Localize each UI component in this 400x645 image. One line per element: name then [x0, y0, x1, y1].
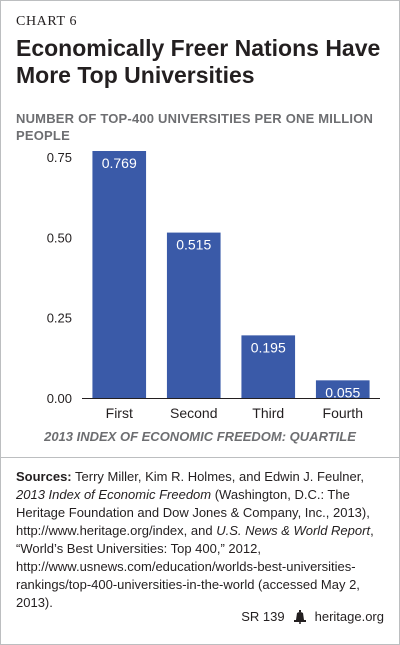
sources-text: (Washington, D.C.: The Heritage Foundati…	[16, 487, 370, 538]
sources-text: , “World’s Best Universities: Top 400,” …	[16, 523, 374, 610]
bar	[92, 151, 147, 398]
site-name: heritage.org	[314, 609, 384, 624]
x-tick-label: Fourth	[323, 405, 363, 421]
bar-value-label: 0.055	[325, 384, 360, 400]
x-tick-label: Second	[170, 405, 217, 421]
sources-title: 2013 Index of Economic Freedom	[16, 487, 212, 502]
x-axis: First Second Third Fourth	[106, 405, 363, 421]
bar-value-label: 0.515	[176, 237, 211, 253]
y-axis-label: NUMBER OF TOP-400 UNIVERSITIES PER ONE M…	[16, 111, 374, 143]
bar	[241, 335, 296, 398]
x-axis-label: 2013 INDEX OF ECONOMIC FREEDOM: QUARTILE	[44, 429, 356, 444]
y-tick-label: 0.25	[47, 311, 72, 326]
sources-note: Sources: Terry Miller, Kim R. Holmes, an…	[16, 468, 386, 612]
liberty-bell-icon	[293, 609, 306, 624]
chart-title: Economically Freer Nations Have More Top…	[16, 35, 381, 88]
chart-number-label: CHART 6	[16, 14, 78, 29]
bar-value-label: 0.769	[102, 155, 137, 171]
y-axis: 0.00 0.25 0.50 0.75	[47, 150, 72, 406]
y-tick-label: 0.75	[47, 150, 72, 165]
divider	[0, 457, 400, 458]
y-tick-label: 0.50	[47, 230, 72, 245]
sources-label: Sources:	[16, 469, 72, 484]
bar-value-label: 0.195	[251, 339, 286, 355]
bar-chart: 0.00 0.25 0.50 0.75 0.769 0.515 0.195 0.055 Fi…	[47, 150, 380, 421]
x-tick-label: First	[106, 405, 133, 421]
bar-series: 0.769 0.515 0.195 0.055	[92, 151, 370, 400]
sources-title: U.S. News & World Report	[216, 523, 371, 538]
y-tick-label: 0.00	[47, 391, 72, 406]
sources-text: Terry Miller, Kim R. Holmes, and Edwin J…	[71, 469, 364, 484]
bar	[166, 232, 221, 398]
x-tick-label: Third	[252, 405, 284, 421]
bar	[315, 380, 370, 398]
report-id: SR 139	[241, 609, 285, 624]
footer: SR 139 heritage.org	[241, 609, 384, 624]
